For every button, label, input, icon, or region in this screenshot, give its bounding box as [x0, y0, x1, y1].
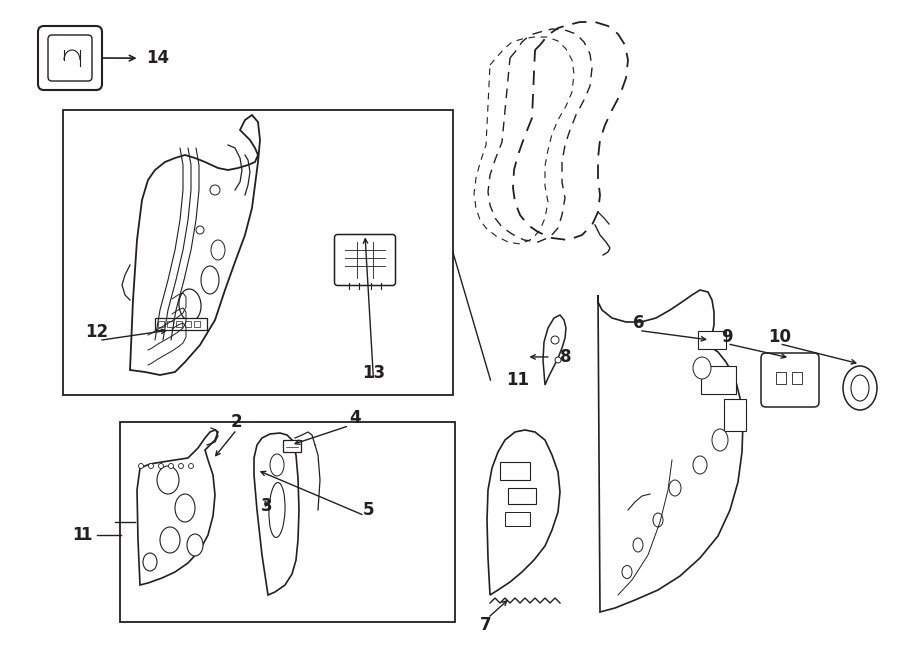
Circle shape — [158, 463, 164, 469]
Ellipse shape — [633, 538, 643, 552]
Bar — [505, 512, 530, 526]
Ellipse shape — [269, 483, 285, 537]
Ellipse shape — [712, 429, 728, 451]
Bar — [776, 372, 786, 384]
Bar — [176, 321, 182, 327]
FancyBboxPatch shape — [335, 235, 395, 286]
Ellipse shape — [187, 534, 203, 556]
Bar — [724, 399, 746, 431]
Text: 10: 10 — [768, 328, 791, 346]
Ellipse shape — [851, 375, 869, 401]
Polygon shape — [487, 430, 560, 595]
Text: 3: 3 — [261, 496, 272, 515]
Ellipse shape — [201, 266, 219, 294]
Ellipse shape — [143, 553, 157, 571]
Polygon shape — [254, 433, 299, 595]
Polygon shape — [137, 430, 218, 585]
Ellipse shape — [175, 494, 195, 522]
Bar — [508, 488, 536, 504]
Bar — [700, 366, 735, 394]
Ellipse shape — [843, 366, 877, 410]
Text: 2: 2 — [231, 412, 242, 431]
Text: 14: 14 — [146, 49, 169, 67]
Circle shape — [178, 463, 184, 469]
Text: 13: 13 — [362, 364, 385, 383]
Text: 11: 11 — [506, 371, 529, 389]
Ellipse shape — [622, 566, 632, 578]
Circle shape — [168, 463, 174, 469]
Circle shape — [555, 357, 561, 363]
Ellipse shape — [270, 454, 284, 476]
Circle shape — [139, 463, 143, 469]
Text: 7: 7 — [481, 615, 491, 634]
Ellipse shape — [160, 527, 180, 553]
Bar — [500, 462, 530, 480]
Text: 9: 9 — [722, 328, 733, 346]
Ellipse shape — [693, 357, 711, 379]
Bar — [698, 331, 726, 349]
FancyBboxPatch shape — [761, 353, 819, 407]
Text: 5: 5 — [364, 501, 374, 520]
Polygon shape — [543, 315, 566, 385]
Ellipse shape — [179, 289, 201, 321]
Circle shape — [551, 336, 559, 344]
Polygon shape — [130, 115, 260, 375]
Text: 12: 12 — [86, 323, 109, 341]
Bar — [792, 372, 802, 384]
Bar — [194, 321, 200, 327]
Circle shape — [188, 463, 194, 469]
Ellipse shape — [211, 240, 225, 260]
Polygon shape — [598, 290, 743, 612]
Bar — [120, 422, 455, 622]
FancyBboxPatch shape — [38, 26, 102, 90]
Bar — [63, 110, 453, 395]
Circle shape — [148, 463, 154, 469]
Text: 8: 8 — [560, 348, 572, 366]
Text: 4: 4 — [350, 408, 361, 427]
Text: 6: 6 — [634, 313, 644, 332]
Text: 1: 1 — [80, 526, 92, 545]
Bar — [167, 321, 173, 327]
FancyBboxPatch shape — [48, 35, 92, 81]
Ellipse shape — [157, 466, 179, 494]
Ellipse shape — [653, 513, 663, 527]
Bar — [185, 321, 191, 327]
Ellipse shape — [693, 456, 707, 474]
Bar — [283, 440, 301, 452]
Circle shape — [196, 226, 204, 234]
Ellipse shape — [669, 480, 681, 496]
Circle shape — [210, 185, 220, 195]
Bar — [158, 321, 164, 327]
Text: 1: 1 — [72, 526, 84, 545]
Bar — [155, 318, 207, 330]
